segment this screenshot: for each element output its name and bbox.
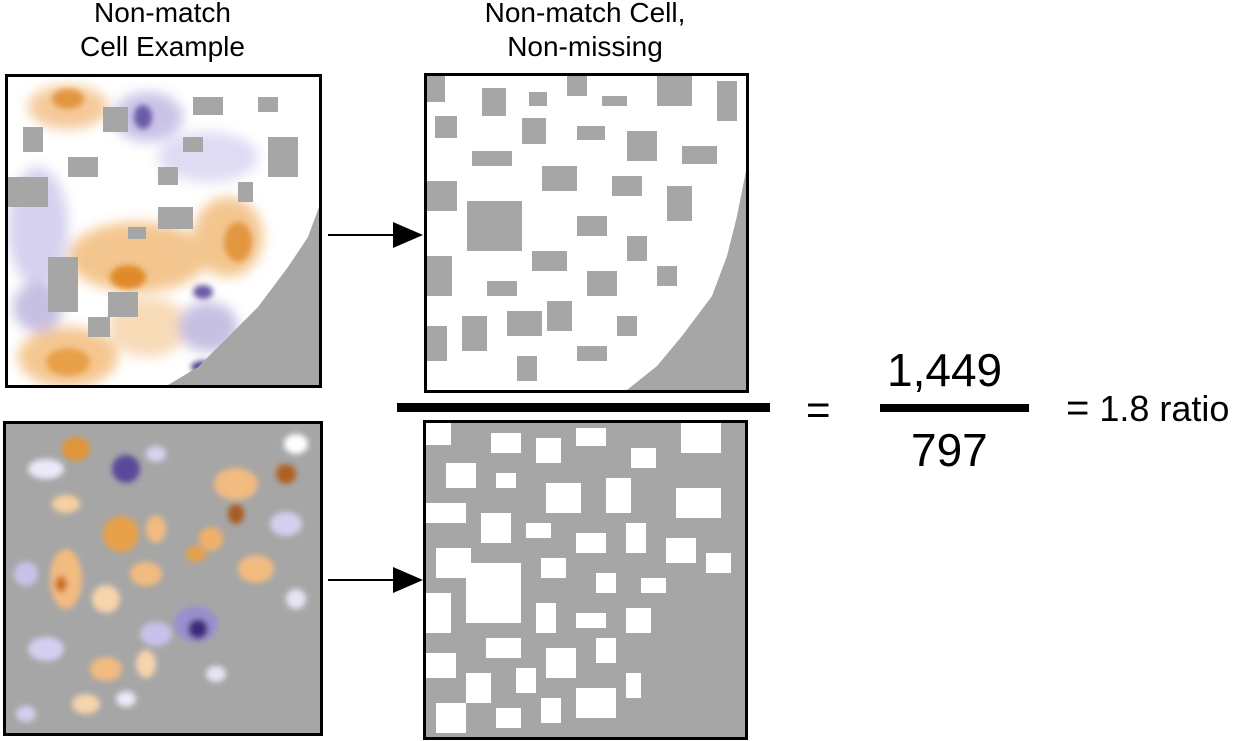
denominator-value: 797 [911, 424, 988, 476]
heatmap-panel-top [5, 74, 322, 388]
division-bar [397, 403, 770, 412]
arrow-top-icon [328, 222, 423, 248]
non-missing-heading: Non-match Cell, Non-missing [440, 0, 730, 64]
result-equals-sign: = [1066, 386, 1090, 430]
non-missing-mask-panel-bottom [423, 420, 748, 740]
arrow-bottom-icon [328, 567, 423, 593]
ratio-value: 1.8 ratio [1099, 388, 1230, 429]
mask-image-bottom [426, 423, 745, 737]
heading-line-1: Non-match Cell, [484, 0, 686, 28]
mask-image-top [427, 76, 746, 390]
heading-line-2: Cell Example [80, 31, 245, 62]
non-match-cell-example-heading: Non-match Cell Example [40, 0, 285, 64]
non-missing-mask-panel-top [424, 73, 749, 393]
ratio-result: = 1.8 ratio [1066, 386, 1229, 431]
numerator-value: 1,449 [887, 344, 1003, 396]
equals-sign: = [806, 386, 831, 433]
fraction-bar [880, 404, 1029, 412]
heading-line-2: Non-missing [507, 31, 663, 62]
heatmap-image-bottom [6, 424, 320, 733]
heatmap-image-top [8, 77, 319, 385]
heatmap-panel-bottom [3, 421, 323, 736]
heading-line-1: Non-match [94, 0, 231, 28]
